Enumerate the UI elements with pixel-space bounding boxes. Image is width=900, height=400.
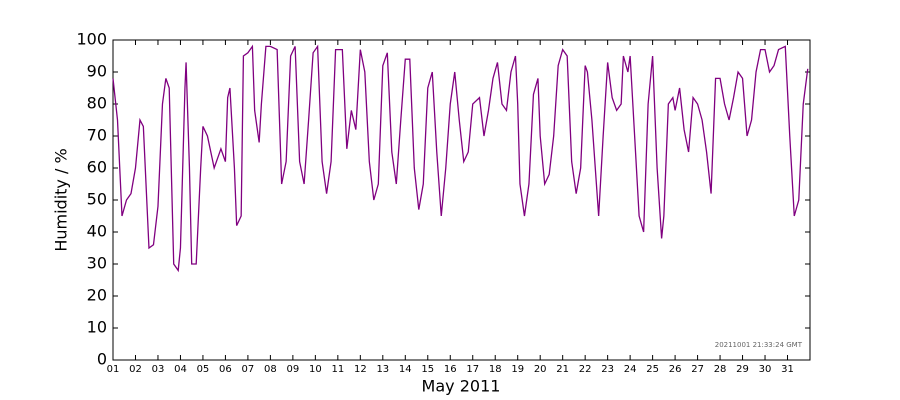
x-tick-label: 06 (219, 364, 232, 375)
x-tick-label: 11 (331, 364, 344, 375)
x-tick-label: 10 (309, 364, 322, 375)
y-tick-label: 70 (87, 126, 107, 145)
x-tick-label: 13 (376, 364, 389, 375)
x-tick-label: 09 (287, 364, 300, 375)
x-tick-label: 03 (152, 364, 165, 375)
y-axis-label: Humidity / % (52, 148, 71, 251)
x-tick-label: 22 (579, 364, 592, 375)
x-tick-label: 30 (759, 364, 772, 375)
x-tick-label: 16 (444, 364, 457, 375)
x-tick-label: 01 (107, 364, 120, 375)
y-tick-label: 50 (87, 190, 107, 209)
x-tick-label: 07 (242, 364, 255, 375)
y-tick-label: 80 (87, 94, 107, 113)
x-tick-label: 19 (511, 364, 524, 375)
x-tick-label: 27 (691, 364, 704, 375)
y-tick-label: 60 (87, 158, 107, 177)
y-tick-label: 20 (87, 286, 107, 305)
x-axis-label: May 2011 (422, 377, 501, 396)
x-tick-label: 14 (399, 364, 412, 375)
x-tick-label: 05 (197, 364, 210, 375)
y-tick-label: 10 (87, 318, 107, 337)
y-tick-label: 100 (76, 30, 107, 49)
x-tick-label: 26 (669, 364, 682, 375)
x-tick-label: 12 (354, 364, 367, 375)
x-tick-label: 21 (556, 364, 569, 375)
plot-frame (112, 39, 811, 361)
x-tick-label: 18 (489, 364, 502, 375)
x-tick-label: 04 (174, 364, 187, 375)
x-tick-label: 15 (421, 364, 434, 375)
y-tick-label: 30 (87, 254, 107, 273)
x-tick-label: 23 (601, 364, 614, 375)
x-tick-label: 28 (714, 364, 727, 375)
y-tick-label: 90 (87, 62, 107, 81)
x-tick-label: 02 (129, 364, 142, 375)
humidity-line (112, 44, 809, 273)
x-tick-label: 31 (781, 364, 794, 375)
x-tick-label: 25 (646, 364, 659, 375)
x-tick-label: 08 (264, 364, 277, 375)
x-tick-label: 29 (736, 364, 749, 375)
x-tick-label: 20 (534, 364, 547, 375)
x-tick-label: 24 (624, 364, 637, 375)
y-tick-label: 0 (97, 350, 107, 369)
timestamp: 20211001 21:33:24 GMT (715, 341, 803, 349)
x-tick-label: 17 (466, 364, 479, 375)
y-tick-label: 40 (87, 222, 107, 241)
